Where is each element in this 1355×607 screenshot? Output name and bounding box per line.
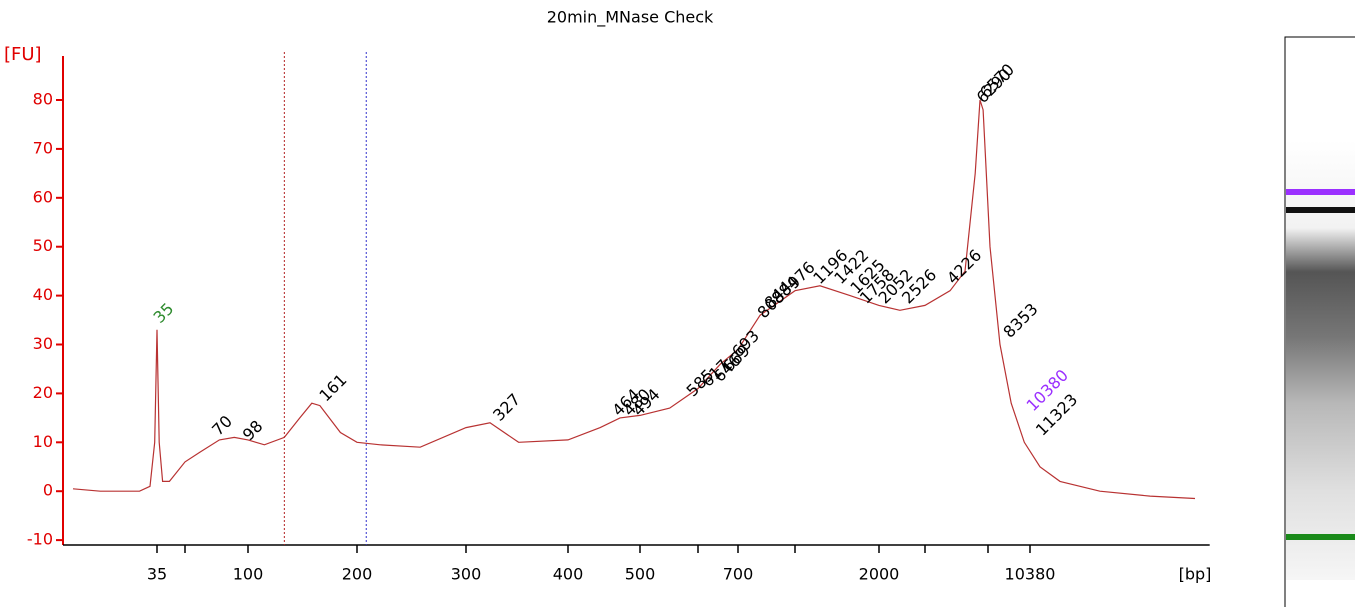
y-tick-label: 70 [33,138,53,157]
x-tick-label: 2000 [859,565,900,584]
x-tick-label: 300 [451,565,482,584]
chart-title: 20min_MNase Check [547,8,714,28]
y-tick-label: 50 [33,236,53,255]
y-tick-label: 0 [43,481,53,500]
y-tick-label: 60 [33,187,53,206]
y-tick-label: 20 [33,383,53,402]
x-axis-label: [bp] [1179,565,1212,584]
x-tick-label: 700 [723,565,754,584]
gel-lane [1284,36,1355,607]
x-tick-label: 35 [147,565,167,584]
gel-lane-fill [1286,140,1355,580]
x-tick-label: 500 [625,565,656,584]
y-tick-label: -10 [27,530,53,549]
y-tick-label: 10 [33,432,53,451]
gel-lower-marker [1286,534,1355,540]
peak-label: 327 [489,390,524,425]
peak-label: 70 [208,412,236,440]
trace [72,99,1196,500]
y-axis-label: [FU] [4,44,42,65]
peak-label: 8353 [999,299,1041,341]
peak-label: 161 [315,370,350,405]
gel-upper-marker [1286,189,1355,195]
x-tick-label: 200 [342,565,373,584]
gel-band [1286,207,1355,213]
peak-label: 4226 [943,246,985,288]
y-tick-label: 40 [33,285,53,304]
y-tick-label: 80 [33,90,53,109]
x-tick-label: 400 [553,565,584,584]
x-tick-label: 100 [233,565,264,584]
y-tick-label: 30 [33,334,53,353]
x-tick-label: 10380 [1005,565,1056,584]
peak-label: 35 [150,299,178,327]
peak-label: 98 [239,416,267,444]
